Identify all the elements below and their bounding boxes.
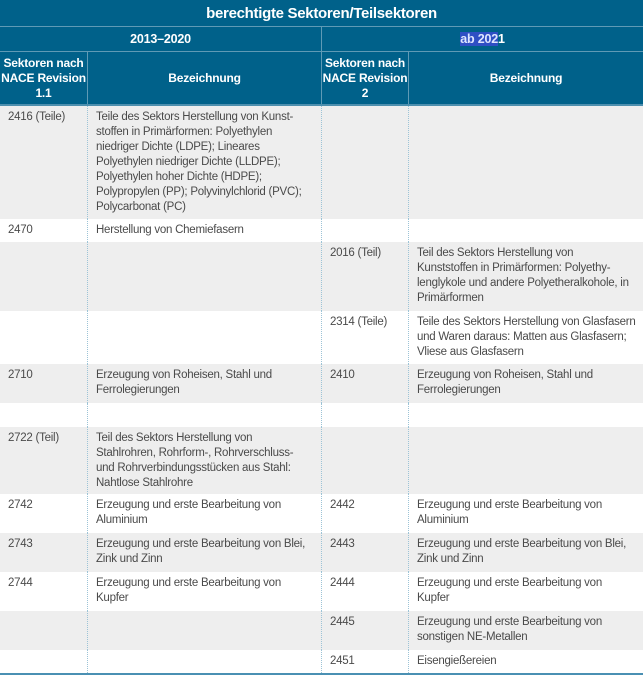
cell-code-new: 2410 bbox=[322, 364, 409, 403]
cell-desc-old bbox=[88, 403, 322, 427]
table-row: 2314 (Teile) Teile des Sektors Herstellu… bbox=[0, 311, 643, 364]
table-row: 2710 Erzeugung von Roheisen, Stahl und F… bbox=[0, 364, 643, 403]
cell-desc-old: Teil des Sektors Herstellung von Stahlro… bbox=[88, 427, 322, 494]
cell-desc-old: Erzeugung von Roheisen, Stahl und Ferrol… bbox=[88, 364, 322, 403]
cell-code-old bbox=[0, 403, 88, 427]
cell-code-old bbox=[0, 311, 88, 364]
column-header-row: Sektoren nach NACE Revision 1.1 Bezeichn… bbox=[0, 52, 643, 106]
cell-code-old bbox=[0, 650, 88, 673]
cell-desc-old: Teile des Sektors Herstellung von Kunst-… bbox=[88, 106, 322, 219]
cell-code-old: 2742 bbox=[0, 494, 88, 533]
table-row: 2722 (Teil) Teil des Sektors Herstellung… bbox=[0, 427, 643, 494]
cell-desc-old bbox=[88, 611, 322, 650]
cell-desc-old: Erzeugung und erste Bearbeitung von Kupf… bbox=[88, 572, 322, 611]
table-row: 2445 Erzeugung und erste Bearbeitung von… bbox=[0, 611, 643, 650]
cell-desc-new: Eisengießereien bbox=[417, 655, 497, 667]
col-header-desc-old: Bezeichnung bbox=[88, 52, 322, 104]
cell-code-new: 2445 bbox=[322, 611, 409, 650]
cell-code-new: 2444 bbox=[322, 572, 409, 611]
table-row: 2742 Erzeugung und erste Bearbeitung von… bbox=[0, 494, 643, 533]
col-header-code-new: Sektoren nach NACE Revision 2 bbox=[322, 52, 409, 104]
table-row bbox=[0, 403, 643, 427]
cell-code-new bbox=[322, 427, 409, 494]
period-row: 2013–2020 ab 202 1 bbox=[0, 27, 643, 52]
cell-desc-new: Erzeugung und erste Bearbeitung von sons… bbox=[417, 616, 602, 643]
cell-desc-new: Teil des Sektors Herstellung von Kunstst… bbox=[417, 247, 629, 304]
cell-code-old: 2470 bbox=[0, 219, 88, 242]
cell-code-old bbox=[0, 611, 88, 650]
cell-desc-new: Erzeugung und erste Bearbeitung von Blei… bbox=[417, 538, 627, 565]
cell-code-new: 2443 bbox=[322, 533, 409, 572]
cell-code-new: 2016 (Teil) bbox=[322, 242, 409, 311]
cell-desc-old bbox=[88, 242, 322, 311]
cell-code-old: 2710 bbox=[0, 364, 88, 403]
cell-desc-new: Erzeugung und erste Bearbeitung von Alum… bbox=[417, 499, 602, 526]
table-row: 2744 Erzeugung und erste Bearbeitung von… bbox=[0, 572, 643, 611]
cell-desc-new bbox=[409, 219, 643, 242]
cell-desc-old: Erzeugung und erste Bearbeitung von Blei… bbox=[88, 533, 322, 572]
table-title: berechtigte Sektoren/Teilsektoren bbox=[0, 0, 643, 27]
cell-code-old: 2416 (Teile) bbox=[0, 106, 88, 219]
col-header-desc-new: Bezeichnung bbox=[489, 70, 563, 85]
col-header-code-old: Sektoren nach NACE Revision 1.1 bbox=[0, 52, 88, 104]
cell-desc-new: Teile des Sektors Herstellung von Glasfa… bbox=[417, 316, 636, 358]
cell-desc-old bbox=[88, 311, 322, 364]
cell-desc-new: Erzeugung von Roheisen, Stahl und Ferrol… bbox=[417, 369, 593, 396]
period-left: 2013–2020 bbox=[0, 27, 322, 51]
table-row: 2451 Eisengießereien bbox=[0, 650, 643, 673]
table-row: 2743 Erzeugung und erste Bearbeitung von… bbox=[0, 533, 643, 572]
cell-code-old: 2743 bbox=[0, 533, 88, 572]
cell-code-old bbox=[0, 242, 88, 311]
period-right[interactable]: ab 202 1 bbox=[322, 27, 643, 51]
table-header: berechtigte Sektoren/Teilsektoren 2013–2… bbox=[0, 0, 643, 106]
table-row: 2470 Herstellung von Chemiefasern bbox=[0, 219, 643, 242]
cell-desc-new bbox=[409, 403, 643, 427]
cell-code-old: 2744 bbox=[0, 572, 88, 611]
cell-desc-old bbox=[88, 650, 322, 673]
cell-desc-new bbox=[409, 106, 643, 219]
cell-desc-new: Erzeugung und erste Bearbeitung von Kupf… bbox=[417, 577, 602, 604]
cell-code-new: 2314 (Teile) bbox=[322, 311, 409, 364]
cell-desc-new bbox=[409, 427, 643, 494]
cell-code-new bbox=[322, 219, 409, 242]
cell-code-new bbox=[322, 106, 409, 219]
table-row: 2016 (Teil) Teil des Sektors Herstellung… bbox=[0, 242, 643, 311]
table-row: 2416 (Teile) Teile des Sektors Herstellu… bbox=[0, 106, 643, 219]
cell-code-new: 2442 bbox=[322, 494, 409, 533]
table-bottom-border bbox=[0, 673, 643, 675]
selected-text[interactable]: ab 202 bbox=[460, 32, 498, 46]
cell-code-new bbox=[322, 403, 409, 427]
cell-desc-old: Herstellung von Chemiefasern bbox=[88, 219, 322, 242]
cell-code-new: 2451 bbox=[322, 650, 409, 673]
cell-code-old: 2722 (Teil) bbox=[0, 427, 88, 494]
period-right-rest: 1 bbox=[497, 32, 505, 46]
cell-desc-old: Erzeugung und erste Bearbeitung von Alum… bbox=[88, 494, 322, 533]
